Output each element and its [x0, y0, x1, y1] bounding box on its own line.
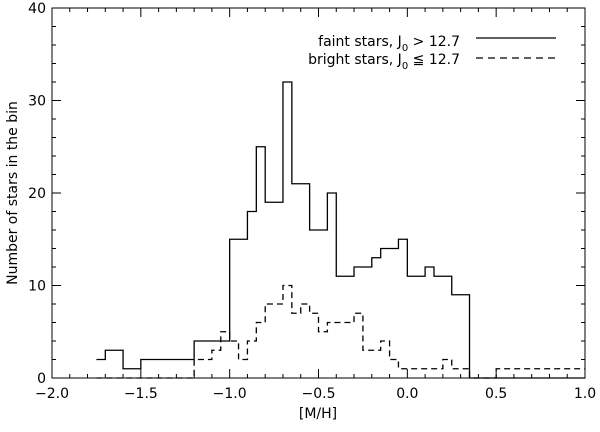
- x-tick-label: −1.5: [124, 386, 158, 402]
- y-tick-label: 0: [37, 371, 46, 387]
- x-tick-label: −1.0: [213, 386, 247, 402]
- y-tick-label: 20: [28, 186, 46, 202]
- series-line-faint: [96, 81, 585, 379]
- legend: faint stars, J0 > 12.7 bright stars, J0 …: [308, 34, 556, 72]
- x-tick-label: −2.0: [35, 386, 69, 402]
- x-tick-label: 0.5: [485, 386, 507, 402]
- y-axis-label: Number of stars in the bin: [5, 101, 21, 285]
- y-tick-label: 40: [28, 1, 46, 17]
- y-tick-label: 30: [28, 94, 46, 110]
- axis-ticks: [51, 7, 586, 379]
- series-line-bright: [96, 284, 585, 379]
- legend-entry-faint: faint stars, J0 > 12.7: [318, 34, 460, 54]
- axis-tick-labels: −2.0 −1.5 −1.0 −0.5 0.0 0.5 1.0 0 10 20 30 40: [28, 1, 596, 402]
- x-axis-label: [M/H]: [299, 406, 337, 422]
- legend-entry-bright: bright stars, J0 ≦ 12.7: [308, 52, 460, 72]
- x-tick-label: −0.5: [302, 386, 336, 402]
- x-tick-label: 0.0: [396, 386, 418, 402]
- x-tick-label: 1.0: [574, 386, 596, 402]
- series-layer: [96, 81, 585, 379]
- y-tick-label: 10: [28, 279, 46, 295]
